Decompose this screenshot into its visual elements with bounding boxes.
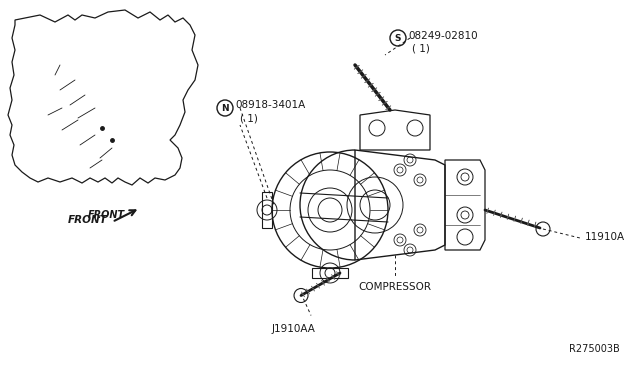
Text: 11910A: 11910A: [585, 232, 625, 242]
Text: ( 1): ( 1): [240, 113, 258, 123]
Text: N: N: [221, 103, 229, 112]
Text: J1910AA: J1910AA: [271, 324, 315, 334]
Text: COMPRESSOR: COMPRESSOR: [358, 282, 431, 292]
Text: 08918-3401A: 08918-3401A: [235, 100, 305, 110]
Circle shape: [536, 222, 550, 236]
Text: R275003B: R275003B: [569, 344, 620, 354]
Text: S: S: [395, 33, 401, 42]
Text: FRONT: FRONT: [88, 210, 125, 220]
Text: FRONT: FRONT: [68, 215, 108, 225]
Text: ( 1): ( 1): [412, 43, 430, 53]
Text: 08249-02810: 08249-02810: [408, 31, 477, 41]
Circle shape: [294, 289, 308, 302]
